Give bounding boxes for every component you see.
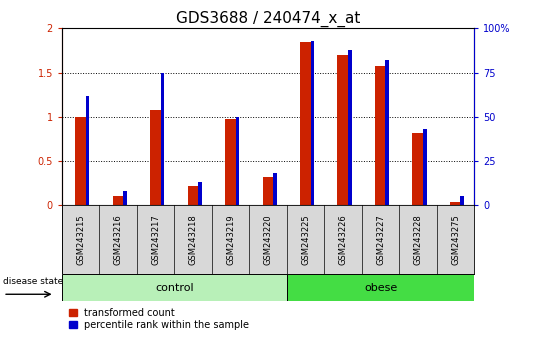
Text: GSM243219: GSM243219 [226,215,235,265]
Bar [123,191,127,205]
Bar [161,73,164,205]
Text: disease state: disease state [3,277,64,286]
Bar [423,129,427,205]
Text: GSM243225: GSM243225 [301,215,310,265]
Bar [412,133,424,205]
Bar [273,173,277,205]
Bar [198,182,202,205]
Bar [188,186,199,205]
Bar [150,110,161,205]
Text: GSM243216: GSM243216 [114,215,123,265]
Bar [300,42,311,205]
Bar [337,55,349,205]
Text: GSM243228: GSM243228 [413,215,423,265]
Bar [113,196,124,205]
Text: obese: obese [364,282,397,293]
Text: GSM243215: GSM243215 [76,215,85,265]
Bar [287,274,474,301]
Bar [86,96,89,205]
Bar [75,117,86,205]
Text: GSM243227: GSM243227 [376,215,385,265]
Text: GSM243220: GSM243220 [264,215,273,265]
Text: GSM243226: GSM243226 [338,215,348,265]
Text: GSM243217: GSM243217 [151,215,160,265]
Bar [310,41,314,205]
Bar [262,177,274,205]
Bar [385,60,389,205]
Bar [225,120,236,205]
Legend: transformed count, percentile rank within the sample: transformed count, percentile rank withi… [67,306,251,332]
Bar [375,67,386,205]
Title: GDS3688 / 240474_x_at: GDS3688 / 240474_x_at [176,11,361,27]
Text: GSM243275: GSM243275 [451,215,460,265]
Text: GSM243218: GSM243218 [189,215,198,265]
Bar [62,274,287,301]
Bar [236,117,239,205]
Bar [460,196,464,205]
Bar [450,202,461,205]
Text: control: control [155,282,194,293]
Bar [348,50,352,205]
